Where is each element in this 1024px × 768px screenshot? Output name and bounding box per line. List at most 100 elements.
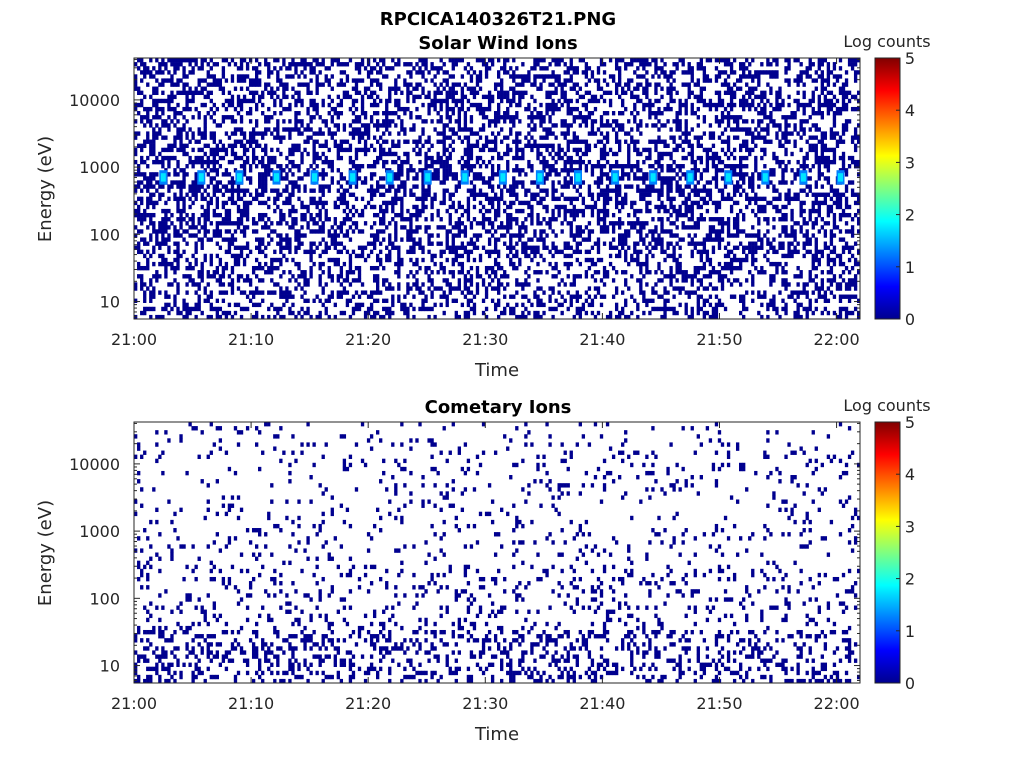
- heatmap-cell: [457, 98, 461, 104]
- heatmap-cell: [524, 143, 528, 149]
- heatmap-cell: [182, 143, 186, 149]
- heatmap-cell: [433, 127, 437, 132]
- heatmap-cell: [493, 286, 498, 291]
- heatmap-cell: [255, 102, 259, 108]
- heatmap-cell: [584, 62, 589, 67]
- heatmap-cell: [297, 237, 301, 242]
- heatmap-cell: [369, 82, 374, 87]
- heatmap-cell: [339, 184, 344, 189]
- heatmap-cell: [421, 184, 425, 189]
- heatmap-cell: [493, 302, 498, 308]
- heatmap-cell: [696, 225, 700, 230]
- heatmap-cell: [149, 237, 153, 242]
- heatmap-cell: [221, 119, 226, 124]
- heatmap-cell: [633, 164, 637, 169]
- heatmap-cell: [487, 237, 492, 242]
- heatmap-cell: [439, 253, 443, 259]
- heatmap-cell: [194, 62, 198, 67]
- heatmap-cell: [596, 164, 601, 169]
- heatmap-cell: [542, 143, 546, 149]
- heatmap-cell: [221, 204, 226, 210]
- heatmap-cell: [230, 98, 235, 104]
- heatmap-cell: [324, 212, 328, 218]
- heatmap-cell: [424, 265, 428, 271]
- heatmap-cell: [397, 245, 401, 250]
- heatmap-cell: [633, 257, 637, 263]
- heatmap-cell: [369, 290, 374, 295]
- heatmap-cell: [463, 135, 468, 140]
- heatmap-cell: [182, 82, 186, 87]
- heatmap-cell: [460, 58, 465, 63]
- heatmap-cell: [518, 119, 522, 124]
- heatmap-cell: [569, 106, 573, 112]
- heatmap-cell: [539, 286, 543, 291]
- heatmap-cell: [264, 270, 268, 275]
- heatmap-cell: [621, 204, 625, 210]
- heatmap-cell: [321, 98, 325, 104]
- heatmap-cell: [261, 176, 265, 181]
- heatmap-cell: [312, 115, 316, 120]
- heatmap-cell: [566, 66, 570, 71]
- heatmap-cell: [258, 180, 262, 185]
- heatmap-cell: [330, 131, 334, 136]
- heatmap-cell: [158, 66, 162, 71]
- heatmap-cell: [297, 143, 301, 149]
- heatmap-cell: [439, 302, 443, 308]
- heatmap-cell: [466, 143, 471, 149]
- heatmap-cell: [651, 229, 655, 234]
- heatmap-cell: [509, 98, 513, 104]
- heatmap-cell: [578, 58, 582, 63]
- heatmap-cell: [176, 111, 180, 116]
- heatmap-cell: [551, 208, 555, 214]
- heatmap-cell: [279, 237, 283, 242]
- heatmap-cell: [342, 196, 347, 202]
- heatmap-cell: [596, 249, 601, 255]
- heatmap-cell: [669, 229, 673, 234]
- heatmap-cell: [191, 94, 195, 100]
- heatmap-cell: [230, 290, 235, 295]
- heatmap-cell: [206, 298, 210, 303]
- heatmap-cell: [421, 188, 425, 193]
- heatmap-cell: [445, 155, 449, 161]
- heatmap-cell: [279, 102, 283, 108]
- heatmap-cell: [300, 306, 304, 312]
- heatmap-cell: [351, 212, 356, 218]
- heatmap-cell: [167, 245, 171, 250]
- heatmap-cell: [451, 90, 455, 96]
- heatmap-cell: [376, 298, 380, 303]
- heatmap-cell: [406, 82, 410, 87]
- heatmap-cell: [451, 94, 455, 100]
- heatmap-cell: [363, 131, 368, 136]
- heatmap-cell: [397, 212, 401, 218]
- heatmap-cell: [663, 298, 667, 303]
- heatmap-cell: [454, 249, 458, 255]
- heatmap-cell: [194, 196, 198, 202]
- heatmap-cell: [182, 196, 186, 202]
- heatmap-cell: [339, 282, 344, 287]
- heatmap-cell: [176, 282, 180, 287]
- heatmap-cell: [539, 74, 543, 79]
- heatmap-cell: [539, 159, 543, 165]
- heatmap-cell: [636, 249, 640, 255]
- heatmap-cell: [357, 278, 362, 283]
- heatmap-cell: [134, 131, 138, 136]
- heatmap-cell: [212, 184, 216, 189]
- heatmap-cell: [530, 168, 534, 173]
- heatmap-cell: [524, 270, 528, 275]
- heatmap-cell: [478, 176, 483, 181]
- heatmap-cell: [330, 106, 334, 112]
- heatmap-cell: [530, 127, 534, 132]
- heatmap-cell: [509, 115, 513, 120]
- heatmap-cell: [621, 200, 625, 206]
- heatmap-cell: [152, 135, 156, 140]
- heatmap-cell: [182, 298, 186, 303]
- heatmap-cell: [587, 302, 592, 308]
- heatmap-cell: [309, 98, 313, 104]
- heatmap-cell: [158, 245, 162, 250]
- heatmap-cell: [515, 102, 519, 108]
- heatmap-cell: [385, 102, 389, 108]
- heatmap-cell: [484, 143, 489, 149]
- heatmap-cell: [560, 204, 564, 210]
- heatmap-cell: [415, 229, 419, 234]
- heatmap-cell: [572, 294, 576, 299]
